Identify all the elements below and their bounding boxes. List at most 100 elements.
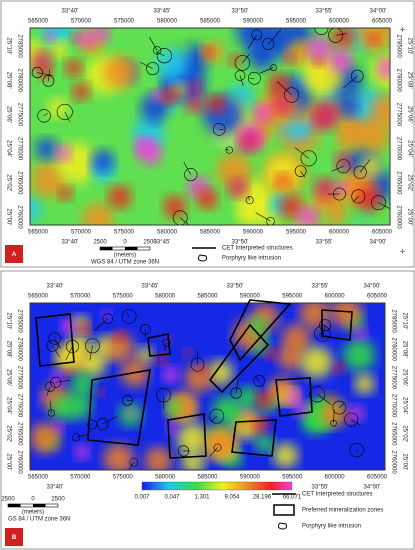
panel-label: B — [12, 535, 17, 541]
utm-northing-label: 2760000 — [390, 450, 396, 474]
longitude-label: 33°50' — [232, 9, 249, 15]
colorbar-label: 1.301 — [194, 495, 210, 501]
longitude-label: 33°55' — [312, 284, 329, 290]
heat-blob — [81, 202, 114, 225]
heat-blob — [207, 94, 226, 113]
panel-label-box — [5, 245, 23, 263]
structure-line — [49, 400, 52, 414]
latitude-label: 25°06' — [5, 106, 11, 123]
heat-blob — [161, 88, 179, 105]
legend-intrusion — [277, 522, 287, 530]
heat-blob — [329, 48, 353, 72]
structure-line — [225, 148, 230, 151]
heat-blob — [273, 442, 299, 469]
utm-northing-label: 2760000 — [16, 205, 22, 229]
heat-blob — [52, 421, 65, 433]
utm-northing-label: 2760000 — [395, 205, 401, 229]
intrusion-outline — [209, 408, 225, 424]
utm-easting-label: 600000 — [329, 19, 350, 25]
heat-blob — [140, 93, 171, 124]
utm-northing-label: 2770000 — [16, 394, 22, 418]
structure-line — [249, 77, 255, 80]
intrusion-outline — [270, 64, 277, 71]
heat-blob — [108, 185, 132, 209]
heat-blob — [227, 177, 248, 198]
mineralization-zones — [35, 299, 353, 459]
heat-blob — [252, 416, 269, 434]
latitude-label: 25°04' — [5, 140, 11, 157]
utm-easting-label: 595000 — [282, 475, 303, 481]
datum-label: WGS 84 / UTM zone 36N — [91, 260, 159, 266]
latitude-label: 25°02' — [5, 174, 11, 191]
structure-line — [126, 312, 130, 317]
heat-blob — [103, 55, 138, 89]
heat-blob — [236, 386, 260, 410]
legend-label: Porphyry like intrusion — [222, 256, 281, 262]
heat-blob — [176, 423, 209, 455]
structure-line — [54, 338, 61, 349]
intrusion-outline — [234, 70, 246, 81]
longitude-label: 34°00' — [370, 9, 387, 15]
structure-line — [164, 342, 167, 351]
latitude-label: 25°06' — [5, 369, 11, 386]
utm-easting-label: 590000 — [240, 294, 261, 300]
intrusion-outline — [47, 409, 55, 417]
scale-unit: (meters) — [114, 253, 136, 259]
utm-northing-label: 2785000 — [16, 309, 22, 333]
structure-line — [43, 112, 48, 117]
heat-blob — [65, 59, 83, 77]
heat-blob — [353, 327, 367, 341]
heat-blob — [275, 172, 291, 188]
intrusion-outline — [146, 62, 160, 76]
heat-blob — [72, 82, 90, 101]
heat-blob — [296, 206, 319, 225]
utm-northing-label: 2770000 — [390, 394, 396, 418]
legend-label: Porphyry like intrusion — [302, 524, 361, 530]
north-arrow: ✛ — [400, 27, 405, 34]
heat-blob — [241, 407, 250, 416]
latitude-label: 25°02' — [406, 174, 412, 191]
intrusion-outline — [56, 103, 73, 120]
heat-blob — [327, 391, 338, 402]
intrusion-outline — [349, 442, 364, 458]
utm-easting-label: 570000 — [70, 294, 91, 300]
heatmap — [30, 303, 385, 470]
longitude-label: 33°45' — [142, 284, 159, 290]
heat-blob — [216, 152, 252, 188]
heat-blob — [312, 108, 336, 132]
utm-northing-label: 2785000 — [390, 309, 396, 333]
intrusion-outline — [156, 48, 172, 64]
heat-blob — [265, 347, 278, 361]
utm-northing-label: 2780000 — [16, 338, 22, 362]
scale-bar — [33, 504, 46, 507]
structure-line — [339, 402, 345, 408]
heat-blob — [349, 405, 365, 421]
structure-line — [317, 394, 332, 406]
heat-blob — [277, 344, 304, 371]
utm-easting-label: 565000 — [28, 294, 49, 300]
heat-blob — [50, 396, 74, 420]
latitude-label: 25°04' — [406, 140, 412, 157]
heat-blob — [35, 137, 58, 160]
heat-blob — [317, 389, 326, 398]
structure-line — [102, 416, 118, 425]
heat-blob — [248, 316, 268, 336]
intrusion-outline — [225, 146, 233, 154]
longitude-label: 33°40' — [62, 240, 79, 246]
heat-blob — [212, 395, 243, 426]
structure-line — [52, 345, 60, 357]
utm-easting-label: 585000 — [197, 294, 218, 300]
utm-easting-label: 580000 — [155, 294, 176, 300]
utm-northing-label: 2785000 — [16, 34, 22, 58]
structure-line — [276, 81, 292, 96]
structure-line — [333, 409, 335, 424]
intrusion-outline — [102, 313, 114, 324]
heat-blob — [377, 58, 390, 79]
intrusion-outline — [319, 319, 332, 332]
utm-northing-label: 2780000 — [16, 69, 22, 93]
structure-line — [128, 462, 135, 470]
utm-easting-label: 595000 — [286, 230, 307, 236]
latitude-label: 25°02' — [5, 425, 11, 442]
intrusion-outline — [85, 338, 100, 354]
panel-frame — [0, 0, 415, 268]
